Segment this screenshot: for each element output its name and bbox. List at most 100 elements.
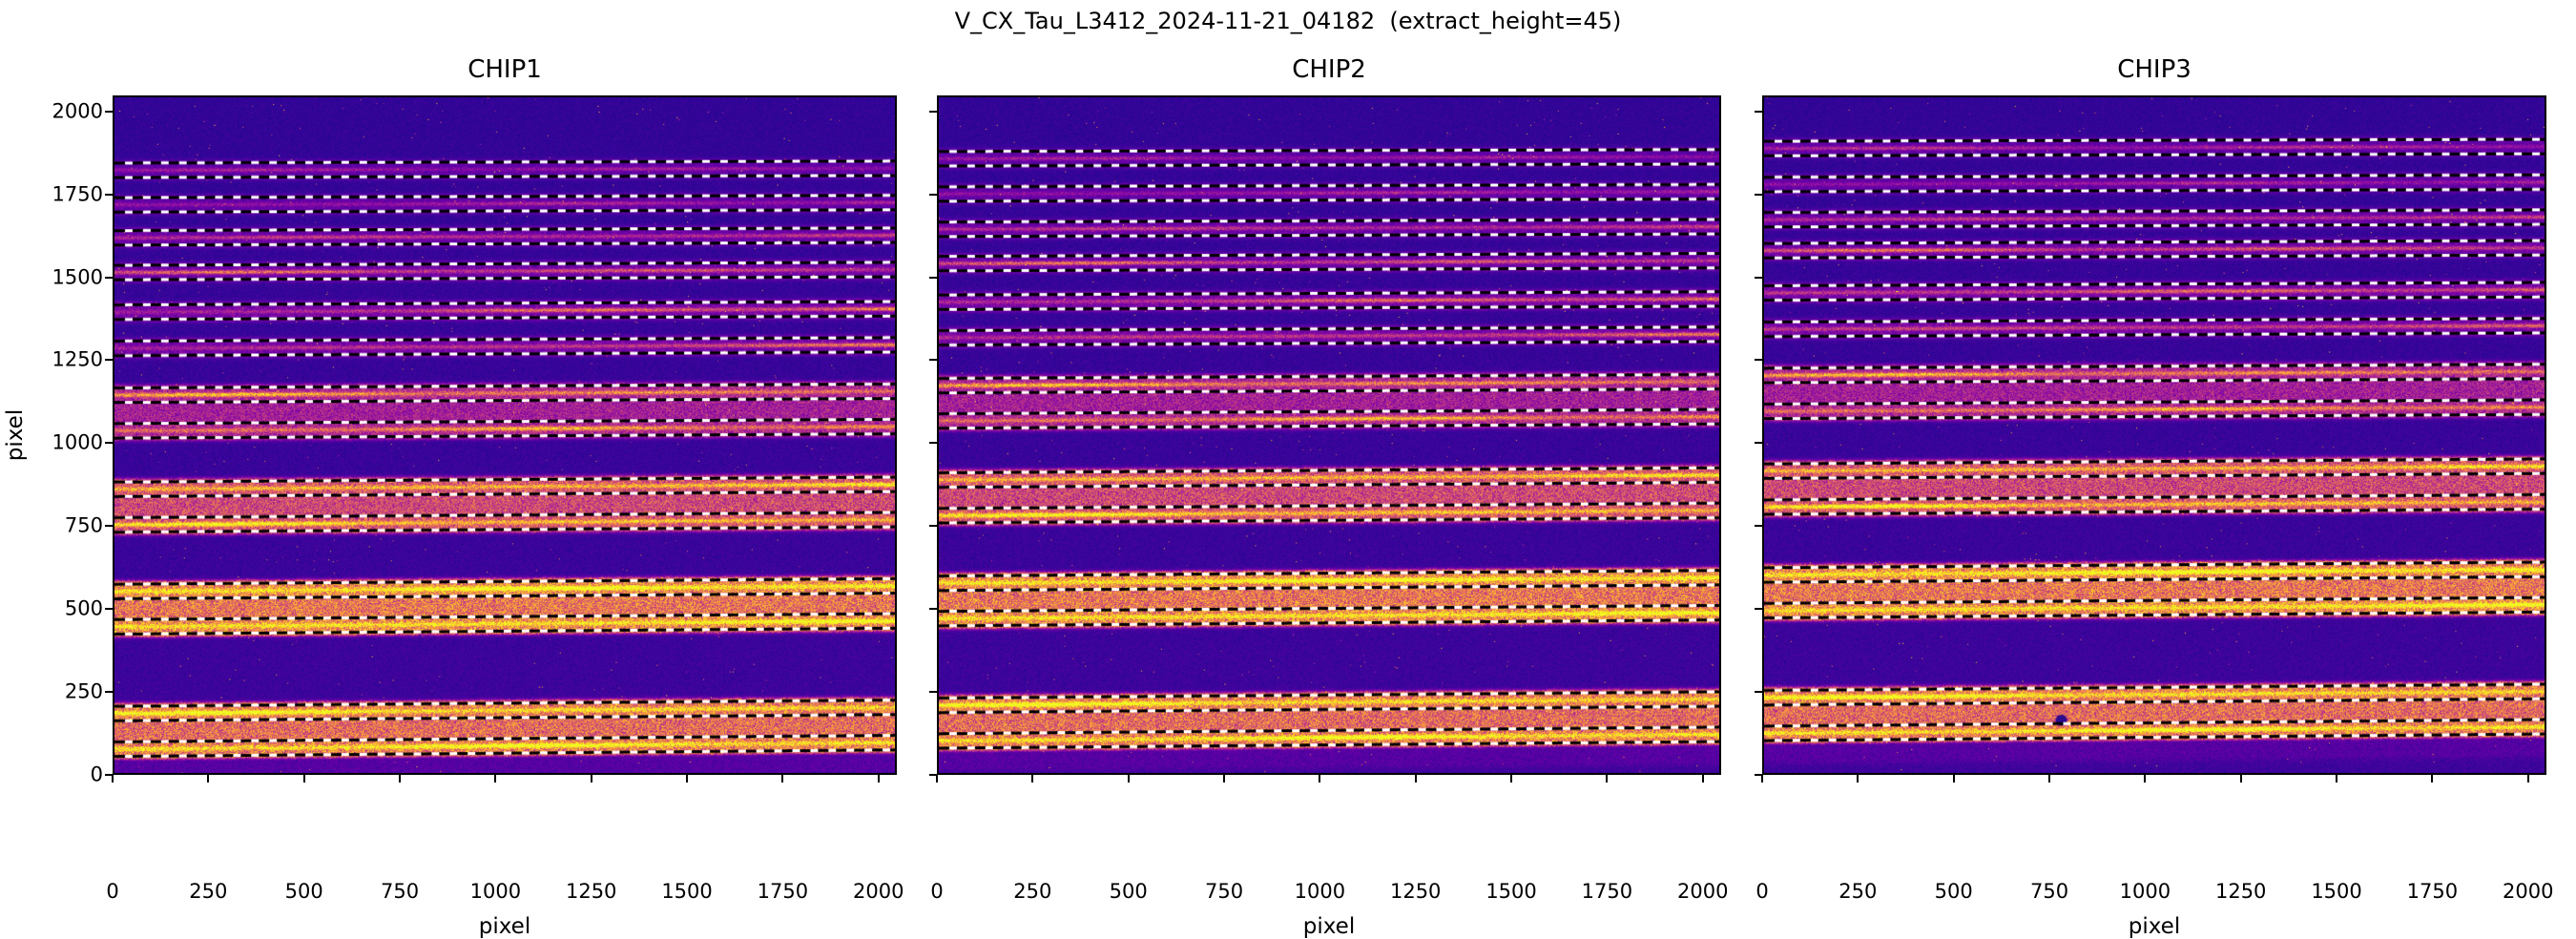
x-tick-mark: [1953, 775, 1955, 782]
x-tick-label: 1250: [1390, 882, 1441, 902]
chip2-title: CHIP2: [937, 55, 1721, 84]
x-tick-label: 500: [1110, 882, 1148, 902]
x-tick-label: 0: [106, 882, 118, 902]
y-tick-mark: [1755, 774, 1762, 776]
x-tick-label: 250: [1013, 882, 1051, 902]
chip3-x-axis-label: pixel: [1762, 914, 2546, 939]
x-tick-mark: [1510, 775, 1512, 782]
x-tick-label: 1000: [470, 882, 521, 902]
x-tick-mark: [686, 775, 688, 782]
y-tick-mark: [105, 774, 113, 776]
x-tick-mark: [1702, 775, 1704, 782]
figure: V_CX_Tau_L3412_2024-11-21_04182 (extract…: [0, 0, 2576, 859]
y-tick-mark: [105, 359, 113, 361]
y-tick-mark: [929, 359, 937, 361]
chip3-panel: CHIP3 pixel 0 250 500 750 1000 1250 1500 1750 20…: [1762, 95, 2546, 775]
chip3-heatmap-canvas: [1762, 95, 2546, 775]
chip2-heatmap-canvas: [937, 95, 1721, 775]
y-axis-label: pixel: [3, 409, 28, 461]
y-tick-mark: [929, 525, 937, 527]
chip2-panel: CHIP2 pixel 0 250 500 750 1000 1250 1500 1750 20…: [937, 95, 1721, 775]
y-tick-label: 1000: [52, 433, 103, 453]
x-tick-mark: [2144, 775, 2146, 782]
chip3-title: CHIP3: [1762, 55, 2546, 84]
y-tick-label: 1250: [52, 350, 103, 370]
x-tick-label: 1500: [2311, 882, 2361, 902]
y-tick-label: 0: [91, 765, 103, 785]
x-tick-label: 0: [930, 882, 943, 902]
x-tick-mark: [2336, 775, 2337, 782]
x-tick-mark: [1128, 775, 1130, 782]
x-tick-mark: [1031, 775, 1033, 782]
x-tick-mark: [1223, 775, 1225, 782]
y-tick-mark: [929, 111, 937, 113]
y-tick-mark: [1755, 608, 1762, 610]
y-tick-label: 1500: [52, 267, 103, 287]
y-tick-mark: [105, 111, 113, 113]
chip2-x-axis-label: pixel: [937, 914, 1721, 939]
x-tick-mark: [591, 775, 592, 782]
chip1-x-axis-label: pixel: [113, 914, 897, 939]
y-tick-mark: [1755, 442, 1762, 444]
x-tick-mark: [2048, 775, 2050, 782]
x-tick-mark: [494, 775, 496, 782]
x-tick-label: 750: [381, 882, 419, 902]
y-tick-mark: [1755, 194, 1762, 196]
y-tick-mark: [105, 277, 113, 279]
x-tick-label: 2000: [853, 882, 904, 902]
x-tick-label: 1750: [758, 882, 808, 902]
x-tick-label: 250: [189, 882, 227, 902]
x-tick-mark: [781, 775, 783, 782]
x-tick-mark: [1319, 775, 1320, 782]
x-tick-label: 250: [1839, 882, 1877, 902]
y-tick-mark: [929, 442, 937, 444]
figure-suptitle: V_CX_Tau_L3412_2024-11-21_04182 (extract…: [0, 8, 2576, 34]
x-tick-label: 1250: [566, 882, 616, 902]
y-tick-mark: [1755, 525, 1762, 527]
chip1-title: CHIP1: [113, 55, 897, 84]
x-tick-mark: [936, 775, 938, 782]
y-tick-mark: [1755, 277, 1762, 279]
y-tick-mark: [929, 194, 937, 196]
x-tick-label: 500: [285, 882, 323, 902]
y-tick-mark: [105, 691, 113, 693]
x-tick-label: 0: [1755, 882, 1768, 902]
y-tick-mark: [105, 525, 113, 527]
y-tick-mark: [105, 442, 113, 444]
x-tick-label: 500: [1935, 882, 1973, 902]
x-tick-mark: [2431, 775, 2433, 782]
y-tick-mark: [105, 608, 113, 610]
x-tick-mark: [2240, 775, 2242, 782]
x-tick-label: 750: [2030, 882, 2068, 902]
x-tick-label: 1000: [2120, 882, 2171, 902]
y-tick-label: 250: [65, 682, 103, 702]
y-tick-mark: [105, 194, 113, 196]
x-tick-mark: [399, 775, 401, 782]
x-tick-mark: [1857, 775, 1859, 782]
x-tick-mark: [112, 775, 114, 782]
x-tick-label: 2000: [1677, 882, 1728, 902]
y-tick-mark: [929, 608, 937, 610]
x-tick-mark: [1606, 775, 1608, 782]
x-tick-label: 1000: [1295, 882, 1345, 902]
x-tick-mark: [2527, 775, 2529, 782]
x-tick-mark: [878, 775, 880, 782]
y-tick-mark: [1755, 111, 1762, 113]
x-tick-mark: [1415, 775, 1417, 782]
x-tick-label: 1500: [661, 882, 712, 902]
y-tick-mark: [929, 277, 937, 279]
y-tick-mark: [1755, 691, 1762, 693]
y-tick-label: 750: [65, 516, 103, 536]
chip1-heatmap-canvas: [113, 95, 897, 775]
x-tick-label: 1250: [2215, 882, 2266, 902]
x-tick-mark: [207, 775, 209, 782]
x-tick-label: 1500: [1485, 882, 1536, 902]
x-tick-mark: [303, 775, 305, 782]
y-tick-mark: [929, 774, 937, 776]
y-tick-mark: [929, 691, 937, 693]
y-tick-mark: [1755, 359, 1762, 361]
y-tick-label: 1750: [52, 184, 103, 204]
chip1-panel: CHIP1 pixel 0 250 500 750 1000 1250 1500 1750 20…: [113, 95, 897, 775]
y-tick-label: 2000: [52, 101, 103, 121]
x-tick-mark: [1761, 775, 1763, 782]
